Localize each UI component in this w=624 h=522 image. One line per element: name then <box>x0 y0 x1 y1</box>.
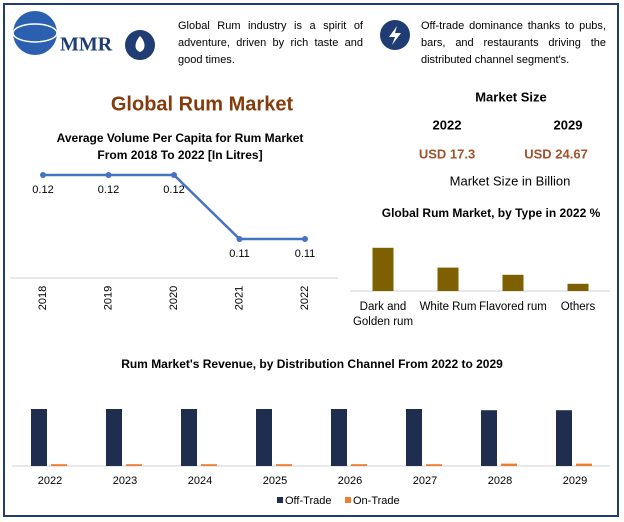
bar <box>502 274 524 291</box>
bar <box>181 409 197 466</box>
bar <box>501 463 517 466</box>
legend-swatch <box>345 497 351 503</box>
x-tick-label: 2028 <box>488 475 512 487</box>
main-title: Global Rum Market <box>111 93 294 115</box>
bar <box>437 267 459 291</box>
bar <box>576 463 592 466</box>
point <box>171 172 177 178</box>
market-value: USD 24.67 <box>524 146 588 161</box>
bar <box>331 409 347 466</box>
x-tick-label: Flavored rum <box>479 301 547 313</box>
bar <box>276 464 292 466</box>
x-tick-label: 2020 <box>168 286 180 310</box>
market-size-caption: Market Size in Billion <box>450 173 571 188</box>
point <box>40 172 46 178</box>
bar <box>126 464 142 466</box>
bar <box>567 283 589 291</box>
x-tick-label: Dark and Golden rum <box>352 301 414 328</box>
year: 2022 <box>433 117 462 132</box>
bar <box>31 409 47 466</box>
x-tick-label: 2026 <box>338 475 362 487</box>
bar <box>106 409 122 466</box>
x-tick-label: 2024 <box>188 475 212 487</box>
bar <box>51 464 67 466</box>
market-size-title: Market Size <box>475 89 547 104</box>
market-value: USD 17.3 <box>419 146 475 161</box>
x-tick-label: 2018 <box>37 286 49 310</box>
note: Off-trade dominance thanks to pubs, bars… <box>421 20 606 66</box>
bar <box>201 464 217 466</box>
point <box>105 172 112 178</box>
x-tick-label: 2025 <box>263 475 287 487</box>
logo-globe <box>13 11 57 55</box>
legend-label: Off-Trade <box>285 495 331 507</box>
bar <box>426 464 442 466</box>
x-tick-label: 2021 <box>233 286 245 310</box>
x-tick-label: White Rum <box>419 301 477 313</box>
data-label: 0.11 <box>295 248 316 260</box>
x-tick-label: 2022 <box>38 475 62 487</box>
frame <box>3 3 619 517</box>
point <box>302 236 308 242</box>
logo-orbit <box>12 23 58 43</box>
x-tick-label: 2029 <box>563 475 587 487</box>
data-label: 0.12 <box>32 184 53 196</box>
bar <box>556 410 572 466</box>
bar <box>481 410 497 466</box>
legend-swatch <box>277 497 283 503</box>
fire-shape <box>135 36 145 52</box>
chart-title: Average Volume Per Capita for Rum Market… <box>56 131 304 162</box>
year: 2029 <box>554 117 583 132</box>
x-tick-label: Others <box>560 301 596 313</box>
x-tick-label: 2023 <box>113 475 137 487</box>
bar <box>406 409 422 466</box>
chart-title: Global Rum Market, by Type in 2022 % <box>381 206 601 220</box>
bar <box>351 464 367 466</box>
data-label: 0.11 <box>229 248 250 260</box>
bolt-shape <box>389 26 401 45</box>
x-tick-label: 2022 <box>299 286 311 310</box>
data-label: 0.12 <box>163 184 184 196</box>
x-tick-label: 2027 <box>413 475 437 487</box>
point <box>236 236 243 242</box>
x-tick-label: 2019 <box>102 286 114 310</box>
data-label: 0.12 <box>98 184 119 196</box>
bar <box>256 409 272 466</box>
legend-label: On-Trade <box>353 495 400 507</box>
note: Global Rum industry is a spirit of adven… <box>178 20 363 66</box>
logo-text: MMR <box>60 34 113 56</box>
bar <box>372 247 394 291</box>
chart-title: Rum Market's Revenue, by Distribution Ch… <box>121 357 503 371</box>
